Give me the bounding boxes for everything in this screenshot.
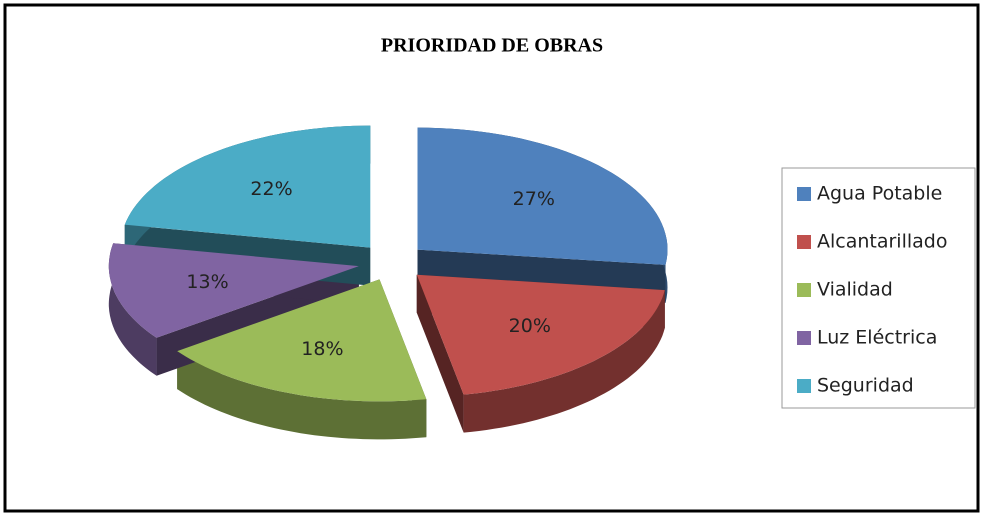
slice-side	[177, 351, 427, 440]
slice	[124, 125, 371, 248]
data-label: 27%	[513, 188, 555, 210]
legend-label: Agua Potable	[817, 183, 942, 205]
slice-side	[108, 243, 157, 376]
data-label: 18%	[301, 338, 343, 360]
data-label: 22%	[250, 178, 292, 200]
legend-swatch	[797, 331, 811, 345]
slice-side	[463, 290, 665, 433]
slice	[416, 274, 665, 395]
slice	[177, 279, 427, 402]
legend-label: Seguridad	[817, 375, 914, 397]
legend-label: Luz Eléctrica	[817, 327, 937, 349]
legend-swatch	[797, 187, 811, 201]
data-label: 13%	[186, 271, 228, 293]
legend-box	[781, 167, 976, 409]
legend-swatch	[797, 379, 811, 393]
chart-title: PRIORIDAD DE OBRAS	[381, 35, 603, 57]
legend-label: Vialidad	[817, 279, 893, 301]
slice	[108, 243, 359, 338]
slice-wall	[416, 274, 464, 433]
slice	[417, 127, 668, 265]
legend-label: Alcantarillado	[817, 231, 947, 253]
legend-swatch	[797, 235, 811, 249]
legend-swatch	[797, 283, 811, 297]
data-label: 20%	[509, 315, 551, 337]
slice-tops	[108, 125, 668, 402]
